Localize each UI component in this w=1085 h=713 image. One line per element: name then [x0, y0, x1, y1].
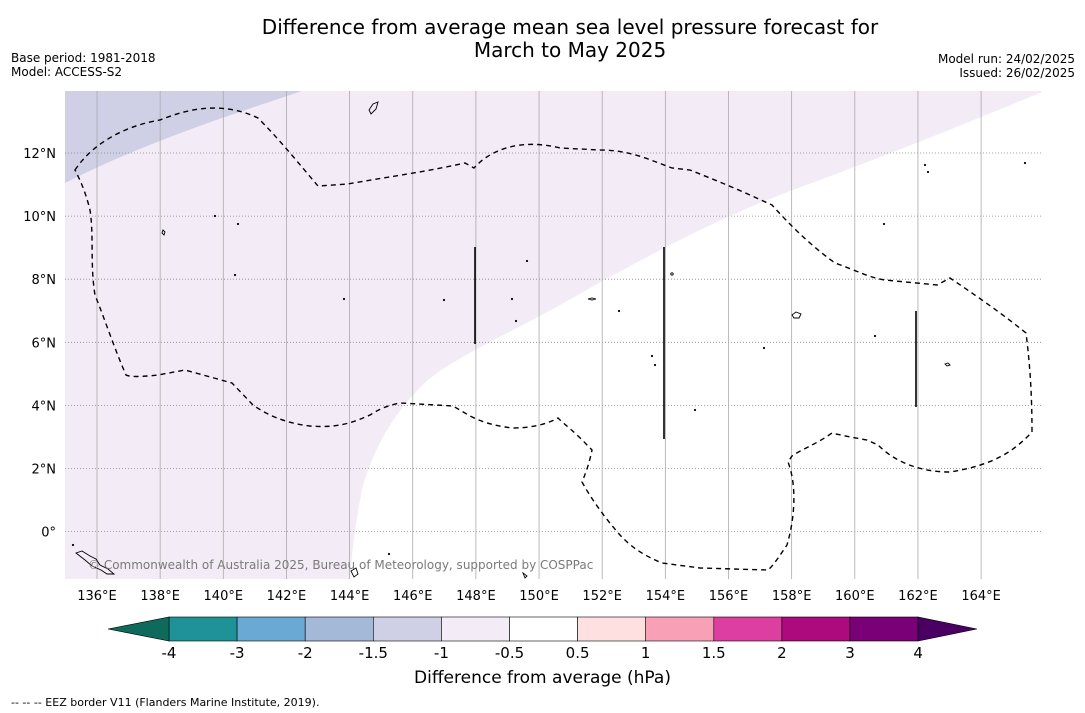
lon-label: 142°E [267, 589, 307, 604]
colorbar-swatch [781, 616, 851, 642]
lon-label: 144°E [330, 589, 370, 604]
lon-label: 154°E [646, 589, 686, 604]
lon-label: 136°E [77, 589, 117, 604]
colorbar-swatch [849, 616, 919, 642]
base-period: Base period: 1981-2018 [11, 51, 156, 65]
colorbar-swatch [441, 616, 510, 642]
lon-label: 146°E [393, 589, 433, 604]
colorbar-tick-label: -4 [161, 644, 177, 662]
lon-label: 140°E [204, 589, 244, 604]
eez-border [74, 107, 1033, 571]
lon-label: 162°E [898, 589, 938, 604]
colorbar-over-arrow [917, 616, 978, 642]
islands [71, 101, 1027, 579]
colorbar [107, 616, 978, 642]
lon-label: 150°E [519, 589, 559, 604]
map-gridlines [65, 91, 1042, 579]
lat-label: 6°N [32, 336, 57, 351]
colorbar-tick-label: -2 [297, 644, 313, 662]
colorbar-swatch [577, 616, 646, 642]
lat-label: 10°N [23, 210, 56, 225]
colorbar-tick-label: -1 [433, 644, 449, 662]
colorbar-tick-label: -0.5 [494, 644, 525, 662]
latitude-labels: 12°N 10°N 8°N 6°N 4°N 2°N 0° [23, 147, 56, 541]
lon-label: 138°E [140, 589, 180, 604]
colorbar-swatch [372, 616, 442, 642]
lon-label: 152°E [582, 589, 622, 604]
lat-label: 8°N [32, 273, 57, 288]
lon-label: 164°E [961, 589, 1001, 604]
colorbar-tick-label: 2 [777, 644, 787, 662]
colorbar-tick-label: 1.5 [701, 644, 726, 662]
lat-label: 2°N [32, 463, 57, 478]
colorbar-title: Difference from average (hPa) [414, 668, 671, 688]
lat-label: 12°N [23, 147, 56, 162]
colorbar-swatch [236, 616, 306, 642]
colorbar-swatch [645, 616, 715, 642]
colorbar-under-arrow [107, 616, 170, 642]
colorbar-swatch [713, 616, 783, 642]
copyright-notice: © Commonwealth of Australia 2025, Bureau… [88, 558, 594, 572]
chart-title-line1: Difference from average mean sea level p… [261, 15, 879, 39]
chart-title-line2: March to May 2025 [473, 38, 667, 62]
lat-label: 4°N [32, 399, 57, 414]
longitude-labels: 136°E 138°E 140°E 142°E 144°E 146°E 148°E 150°E… [77, 589, 1001, 604]
colorbar-tick-label: 1 [640, 644, 651, 662]
colorbar-swatch [304, 616, 374, 642]
anomaly-region-light [65, 91, 1042, 579]
lon-label: 160°E [835, 589, 875, 604]
colorbar-tick-label: -1.5 [358, 644, 388, 662]
lon-label: 148°E [456, 589, 496, 604]
model-run: Model run: 24/02/2025 [937, 52, 1075, 66]
lon-label: 156°E [709, 589, 749, 604]
colorbar-swatch [509, 616, 578, 642]
colorbar-tick-label: -3 [229, 644, 245, 662]
colorbar-swatch [168, 616, 238, 642]
anomaly-region-dark [65, 91, 302, 183]
colorbar-tick-label: 0.5 [565, 644, 590, 662]
lon-label: 158°E [772, 589, 812, 604]
model-name: Model: ACCESS-S2 [11, 65, 123, 79]
colorbar-tick-label: 4 [913, 644, 923, 662]
issued-date: Issued: 26/02/2025 [959, 66, 1075, 80]
eez-footnote: -- -- -- EEZ border V11 (Flanders Marine… [11, 696, 320, 709]
colorbar-tick-label: 3 [845, 644, 855, 662]
lat-label: 0° [41, 526, 56, 541]
